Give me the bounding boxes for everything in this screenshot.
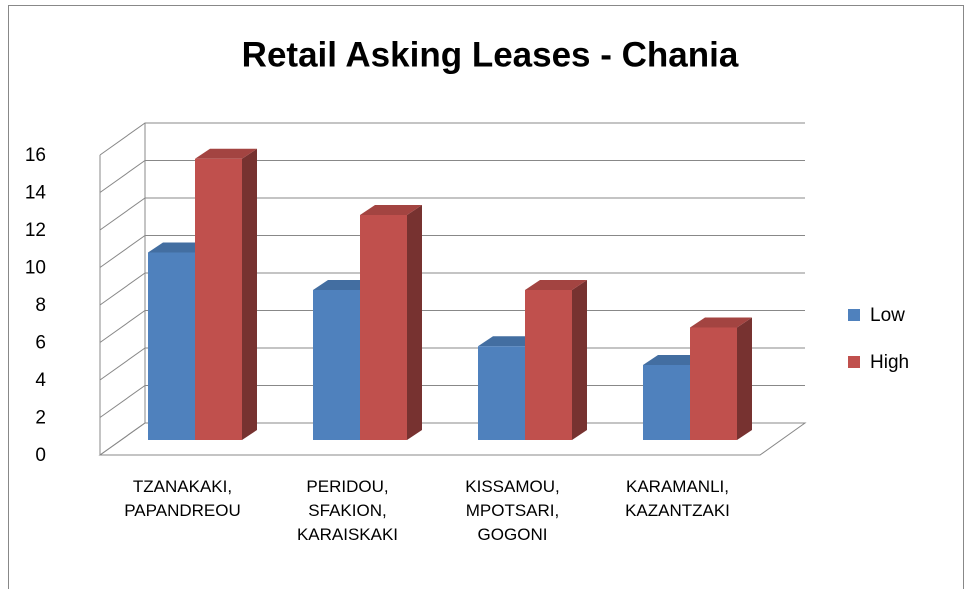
y-tick-label: 14 (25, 183, 47, 204)
bar-top (360, 205, 422, 215)
x-tick-label: KISSAMOU, MPOTSARI, GOGONI (465, 477, 560, 544)
x-tick-label: TZANAKAKI, PAPANDREOU (124, 477, 241, 520)
bar (195, 158, 242, 440)
y-tick-label: 10 (25, 258, 46, 279)
y-tick-label: 8 (35, 295, 46, 316)
bar-top (195, 148, 257, 159)
bar (148, 252, 195, 440)
legend-label: Low (870, 305, 905, 326)
legend-swatch (848, 356, 860, 368)
legend-label: High (870, 352, 909, 373)
bar-side (572, 280, 587, 440)
y-tick-label: 0 (35, 445, 46, 466)
y-tick-label: 4 (35, 370, 46, 391)
bar (525, 290, 572, 440)
x-tick-label: PERIDOU, SFAKION, KARAISKAKI (296, 477, 399, 544)
bar-top (525, 280, 587, 290)
bar-side (242, 148, 257, 440)
x-tick-label: KARAMANLI, KAZANTZAKI (625, 477, 730, 520)
bar-top (690, 317, 752, 328)
y-tick-label: 16 (25, 145, 46, 166)
grid-line (99, 197, 805, 231)
y-tick-label: 2 (35, 408, 46, 429)
bar-side (737, 317, 752, 440)
bar (360, 215, 407, 440)
grid-line (99, 160, 805, 193)
bar-top (643, 355, 705, 365)
grid-line (99, 122, 805, 156)
y-tick-label: 12 (25, 220, 46, 241)
y-tick-label: 6 (35, 333, 46, 354)
grid-line (99, 272, 805, 306)
bar (478, 346, 525, 440)
bar (643, 365, 690, 440)
bar (690, 327, 737, 440)
bar-side (407, 205, 422, 440)
legend-swatch (848, 309, 860, 321)
bar (313, 290, 360, 440)
grid-line (99, 235, 805, 268)
bar-top (148, 242, 210, 253)
bar-top (478, 336, 540, 347)
chart-title: Retail Asking Leases - Chania (242, 35, 739, 74)
bar-top (313, 280, 375, 290)
